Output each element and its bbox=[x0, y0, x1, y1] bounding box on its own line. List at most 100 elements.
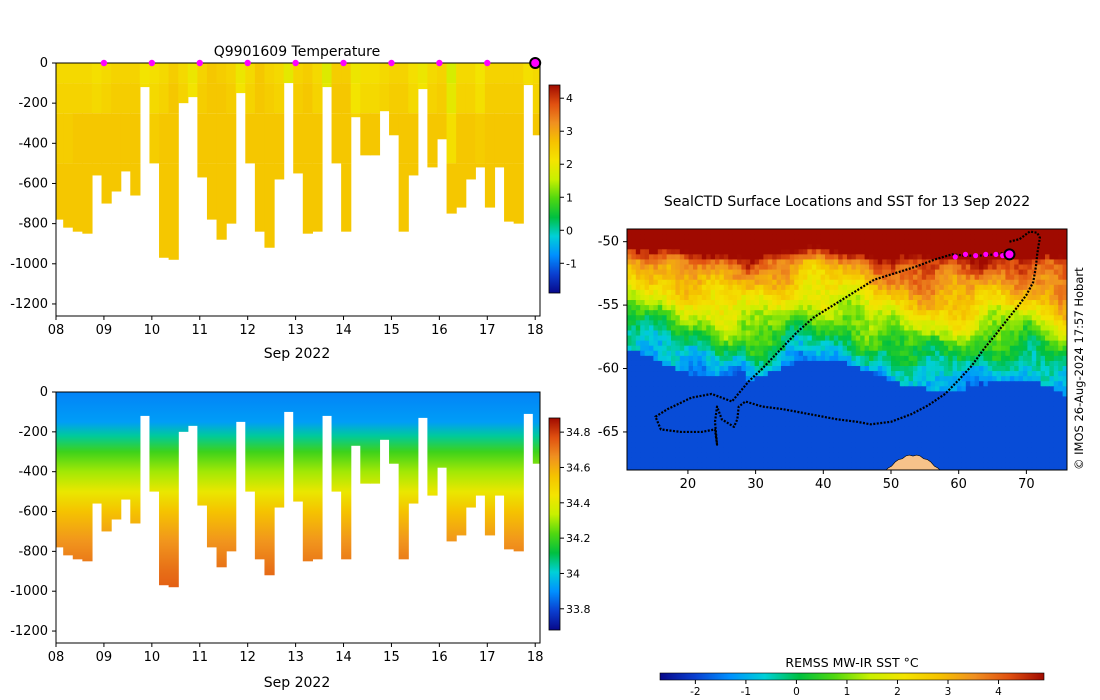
sst-cell bbox=[657, 335, 663, 342]
sst-cell bbox=[829, 325, 835, 331]
sst-cell bbox=[996, 381, 1002, 387]
sst-cell bbox=[908, 239, 914, 245]
sst-cell bbox=[693, 421, 698, 428]
sst-cell bbox=[772, 391, 778, 397]
sst-cell bbox=[728, 305, 734, 311]
sst-cell bbox=[1005, 360, 1011, 367]
sst-cell bbox=[671, 229, 676, 235]
sst-cell bbox=[825, 269, 830, 276]
sst-cell bbox=[684, 294, 690, 301]
sst-cell bbox=[807, 411, 813, 418]
sst-cell bbox=[772, 330, 778, 337]
temperature-cell bbox=[293, 83, 304, 114]
sst-cell bbox=[728, 345, 734, 352]
sst-cell bbox=[965, 391, 971, 397]
sst-cell bbox=[754, 284, 760, 291]
sst-cell bbox=[992, 284, 998, 291]
sst-cell bbox=[719, 381, 725, 387]
sst-cell bbox=[750, 300, 756, 306]
sst-cell bbox=[891, 350, 896, 357]
sst-cell bbox=[719, 294, 725, 301]
sst-cell bbox=[908, 305, 914, 311]
salinity-y-tick-label: -1000 bbox=[10, 584, 48, 599]
sst-cell bbox=[640, 437, 646, 443]
sst-cell bbox=[671, 274, 676, 281]
sst-cell bbox=[1045, 300, 1050, 306]
temperature-cell bbox=[494, 163, 505, 168]
sst-cell bbox=[706, 335, 712, 342]
sst-cell bbox=[803, 249, 808, 255]
sst-cell bbox=[807, 376, 813, 382]
sst-cell bbox=[957, 401, 962, 408]
sst-cell bbox=[948, 315, 954, 321]
sst-cell bbox=[767, 411, 773, 418]
sst-cell bbox=[855, 381, 861, 387]
sst-cell bbox=[891, 249, 896, 255]
sst-cell bbox=[1058, 279, 1064, 286]
sst-cell bbox=[952, 325, 958, 331]
sst-cell bbox=[706, 416, 712, 423]
sst-cell bbox=[776, 259, 782, 266]
sst-cell bbox=[970, 340, 976, 347]
sst-cell bbox=[1049, 365, 1055, 372]
sst-cell bbox=[781, 229, 786, 235]
sst-cell bbox=[935, 442, 940, 448]
sst-cell bbox=[662, 259, 668, 266]
sst-cell bbox=[895, 330, 901, 337]
sst-cell bbox=[961, 431, 967, 438]
sst-cell bbox=[671, 279, 676, 286]
sst-cell bbox=[697, 447, 703, 453]
sst-cell bbox=[679, 340, 685, 347]
sst-cell bbox=[715, 452, 720, 458]
sst-cell bbox=[820, 239, 826, 245]
sst-cell bbox=[979, 310, 984, 316]
sst-cell bbox=[829, 330, 835, 337]
sst-cell bbox=[1018, 274, 1024, 281]
sst-cell bbox=[1023, 350, 1028, 357]
sst-cell bbox=[688, 320, 694, 326]
temperature-cell bbox=[408, 63, 419, 84]
sst-cell bbox=[807, 310, 813, 316]
sst-cell bbox=[1058, 411, 1064, 418]
sst-cell bbox=[1018, 447, 1024, 453]
sst-cell bbox=[1036, 294, 1042, 301]
temperature-cell bbox=[312, 163, 323, 232]
sst-cell bbox=[820, 452, 826, 458]
sst-cell bbox=[767, 431, 773, 438]
sst-cell bbox=[847, 345, 852, 352]
sst-cell bbox=[675, 406, 681, 413]
sst-cell bbox=[921, 269, 927, 276]
sst-cell bbox=[952, 335, 958, 342]
sst-cell bbox=[882, 442, 888, 448]
sst-cell bbox=[917, 391, 923, 397]
sst-cell bbox=[794, 320, 800, 326]
sst-cell bbox=[675, 411, 681, 418]
sst-cell bbox=[679, 289, 685, 296]
sst-cell bbox=[1058, 244, 1064, 250]
sst-cell bbox=[1058, 294, 1064, 301]
sst-cell bbox=[877, 365, 883, 372]
temperature-cell bbox=[91, 83, 103, 114]
sst-cell bbox=[811, 269, 817, 276]
sst-cell bbox=[851, 340, 857, 347]
sst-cell bbox=[935, 406, 940, 413]
sst-cell bbox=[886, 381, 892, 387]
sst-cell bbox=[631, 229, 637, 235]
sst-cell bbox=[987, 269, 993, 276]
sst-cell bbox=[913, 294, 918, 301]
sst-cell bbox=[829, 376, 835, 382]
sst-cell bbox=[627, 360, 632, 367]
sst-cell bbox=[873, 457, 879, 463]
sst-cell bbox=[640, 249, 646, 255]
sst-cell bbox=[996, 452, 1002, 458]
sst-cell bbox=[759, 371, 764, 377]
sst-cell bbox=[657, 442, 663, 448]
sst-cell bbox=[816, 300, 822, 306]
sst-cell bbox=[1049, 421, 1055, 428]
sst-cell bbox=[961, 310, 967, 316]
sst-cell bbox=[701, 431, 707, 438]
sst-cell bbox=[908, 421, 914, 428]
sst-cell bbox=[1040, 411, 1046, 418]
sst-cell bbox=[1018, 310, 1024, 316]
sst-cell bbox=[864, 345, 870, 352]
